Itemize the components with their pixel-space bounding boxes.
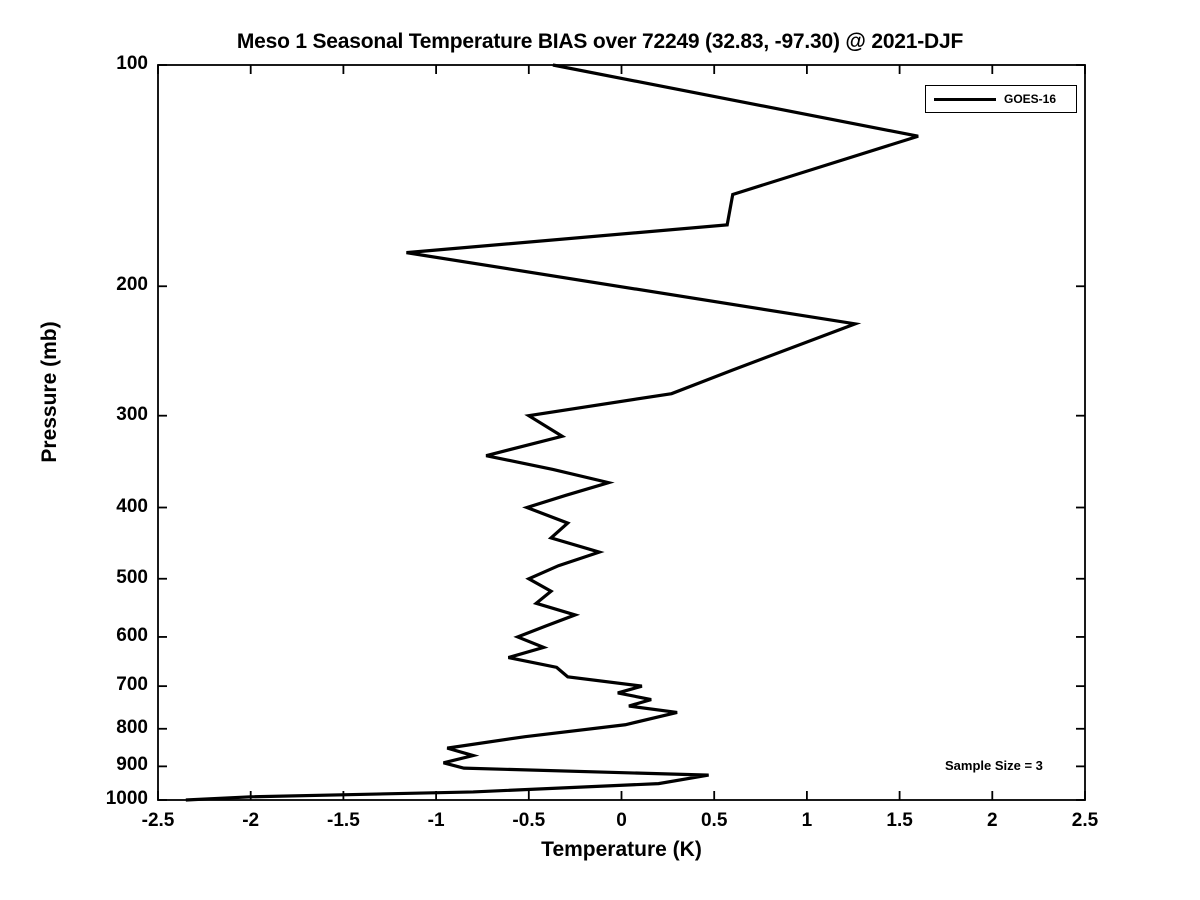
chart-title: Meso 1 Seasonal Temperature BIAS over 72… [236,30,964,53]
data-series-lines [185,63,919,802]
y-tick-label: 400 [116,495,148,517]
axes-frame [157,64,1086,801]
x-tick-label: -1 [427,810,445,831]
y-tick-label: 900 [116,754,148,776]
y-tick-label: 300 [116,403,148,425]
y-tick-label: 500 [116,566,148,588]
x-tick-label: 1.5 [886,810,913,831]
y-tick-label: 700 [116,674,148,696]
legend: GOES-16 [925,85,1077,113]
x-tick-label: -0.5 [512,810,546,831]
x-tick-label: 0 [616,810,627,831]
x-tick-label: 2 [987,810,998,831]
y-axis-title: Pressure (mb) [38,321,61,463]
x-tick-label: 1 [801,810,813,831]
x-tick-label: -1.5 [327,810,360,831]
x-tick-label: 2.5 [1071,810,1099,831]
x-axis-title: Temperature (K) [541,838,702,861]
legend-line-swatch [934,97,996,101]
legend-label: GOES-16 [1004,92,1057,106]
x-tick-label: -2 [242,810,260,831]
y-tick-label: 100 [116,53,148,74]
y-tick-label: 800 [116,716,148,738]
tick-marks [157,64,1086,801]
x-tick-label: 0.5 [700,810,728,831]
sample-size-annotation: Sample Size = 3 [945,758,1043,773]
y-tick-label: 1000 [105,788,148,809]
y-tick-label: 600 [116,624,148,646]
y-tick-label: 200 [116,274,148,296]
x-tick-label: -2.5 [141,810,175,831]
